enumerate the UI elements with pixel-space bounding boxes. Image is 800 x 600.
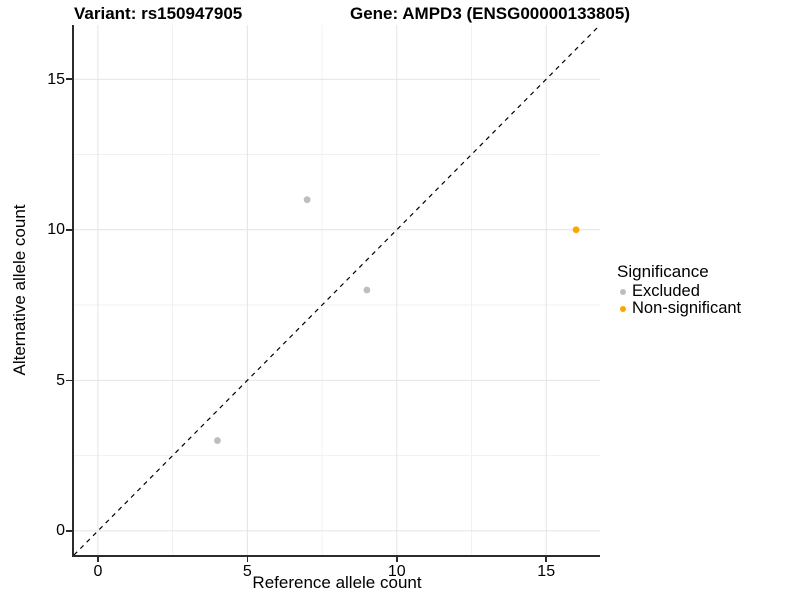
legend-item-label: Non-significant: [632, 299, 742, 317]
y-axis-label: Alternative allele count: [10, 204, 29, 376]
x-tick-label: 10: [387, 563, 406, 580]
y-tick-mark: [66, 530, 72, 532]
x-tick-mark: [396, 557, 398, 562]
y-tick-label: 0: [56, 522, 65, 540]
chart-canvas: [74, 25, 600, 555]
legend: Significance Excluded Non-significant: [617, 261, 741, 317]
legend-item-excluded: Excluded: [617, 283, 741, 300]
y-tick-mark: [66, 379, 72, 382]
data-point-excluded: [214, 437, 221, 444]
excluded-point-icon: [620, 288, 626, 295]
legend-item-label: Excluded: [632, 282, 700, 300]
identity-line: [74, 25, 600, 555]
x-tick-mark: [246, 557, 249, 562]
plot-title-variant: Variant: rs150947905: [74, 4, 243, 23]
y-tick-label: 10: [47, 221, 65, 239]
legend-title: Significance: [617, 262, 709, 281]
non-significant-point-icon: [620, 305, 626, 312]
x-tick-mark: [545, 557, 547, 562]
data-point-excluded: [363, 286, 371, 294]
y-tick-label: 15: [47, 70, 65, 88]
y-tick-mark: [66, 78, 72, 80]
x-tick-label: 5: [242, 563, 252, 580]
x-tick-label: 15: [537, 563, 556, 580]
y-tick-mark: [66, 229, 72, 231]
y-tick-label: 5: [56, 371, 65, 389]
x-tick-mark: [97, 557, 99, 562]
data-point-non-significant: [572, 226, 580, 234]
plot-panel: [72, 25, 600, 557]
x-tick-label: 0: [93, 563, 103, 580]
x-axis-label: Reference allele count: [252, 573, 422, 592]
plot-title-gene: Gene: AMPD3 (ENSG00000133805): [350, 4, 631, 23]
data-point-excluded: [303, 196, 311, 204]
legend-item-non-significant: Non-significant: [617, 300, 741, 317]
